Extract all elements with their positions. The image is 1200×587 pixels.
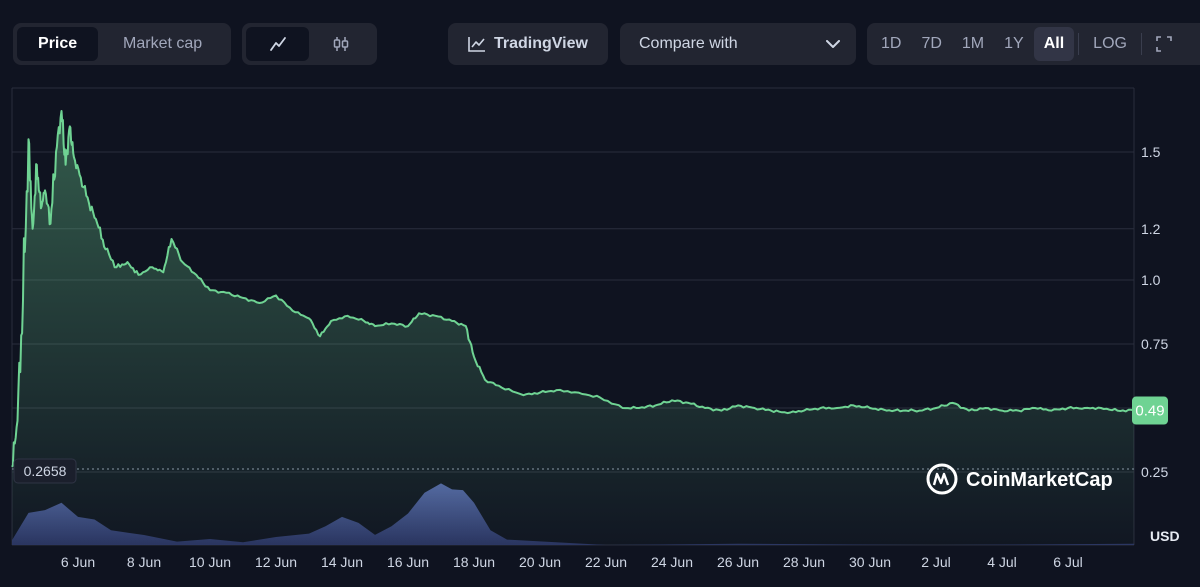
x-tick-label: 14 Jun: [321, 554, 363, 570]
x-tick-label: 6 Jun: [61, 554, 95, 570]
currency-label: USD: [1150, 528, 1180, 544]
y-tick-label: 0.75: [1141, 336, 1168, 352]
x-tick-label: 2 Jul: [921, 554, 951, 570]
x-tick-label: 22 Jun: [585, 554, 627, 570]
range-1m-button[interactable]: 1M: [961, 35, 985, 52]
tradingview-button[interactable]: TradingView: [448, 23, 608, 65]
y-axis: 1.5 1.2 1.0 0.75 0.25: [1141, 144, 1168, 480]
brand-name: CoinMarketCap: [966, 469, 1113, 491]
x-tick-label: 12 Jun: [255, 554, 297, 570]
x-axis: 6 Jun 8 Jun 10 Jun 12 Jun 14 Jun 16 Jun 18 Jun…: [61, 554, 1083, 570]
fullscreen-button[interactable]: [1146, 27, 1182, 61]
coinmarketcap-icon: [926, 463, 958, 495]
compare-with-dropdown[interactable]: Compare with: [620, 23, 856, 65]
range-1y-button[interactable]: 1Y: [1004, 35, 1024, 52]
range-1d-button[interactable]: 1D: [881, 35, 902, 52]
x-tick-label: 16 Jun: [387, 554, 429, 570]
x-tick-label: 6 Jul: [1053, 554, 1083, 570]
candlestick-chart-button[interactable]: [309, 27, 372, 61]
toolbar-divider: [1078, 33, 1080, 55]
log-scale-button[interactable]: LOG: [1093, 35, 1127, 52]
range-all-button[interactable]: All: [1033, 27, 1075, 61]
chart-toolbar: Price Market cap TradingView Compare wit…: [0, 0, 1200, 80]
chart-type-switch: Price Market cap: [13, 23, 231, 65]
line-chart-icon: [269, 37, 286, 51]
tab-market-cap[interactable]: Market cap: [123, 35, 203, 52]
y-tick-label: 0.25: [1141, 464, 1168, 480]
tradingview-label: TradingView: [494, 35, 588, 52]
time-range-switch: 1D 7D 1M 1Y All LOG: [867, 23, 1200, 65]
line-chart-button[interactable]: [246, 27, 309, 61]
current-price-tag: 0.49: [1132, 396, 1168, 425]
x-tick-label: 26 Jun: [717, 554, 759, 570]
y-tick-label: 1.5: [1141, 144, 1161, 160]
y-tick-label: 1.2: [1141, 221, 1161, 237]
watermark-logo: CoinMarketCap: [926, 463, 1113, 495]
current-price-label: 0.49: [1135, 403, 1164, 420]
y-tick-label: 1.0: [1141, 272, 1161, 288]
x-tick-label: 28 Jun: [783, 554, 825, 570]
price-line: [11, 110, 1135, 468]
x-tick-label: 18 Jun: [453, 554, 495, 570]
low-price-tag: 0.2658: [13, 458, 77, 484]
toolbar-divider: [1140, 33, 1142, 55]
low-price-label: 0.2658: [24, 463, 67, 479]
x-tick-label: 30 Jun: [849, 554, 891, 570]
chevron-down-icon: [826, 39, 840, 48]
fullscreen-icon: [1156, 36, 1172, 52]
x-tick-label: 8 Jun: [127, 554, 161, 570]
chart-style-switch: [242, 23, 377, 65]
tab-price[interactable]: Price: [17, 27, 99, 61]
x-tick-label: 24 Jun: [651, 554, 693, 570]
x-tick-label: 4 Jul: [987, 554, 1017, 570]
candlestick-icon: [333, 37, 348, 51]
x-tick-label: 10 Jun: [189, 554, 231, 570]
price-area-fill: [12, 111, 1134, 545]
x-tick-label: 20 Jun: [519, 554, 561, 570]
chart-area-icon: [468, 37, 486, 52]
compare-with-label: Compare with: [639, 35, 738, 52]
range-7d-button[interactable]: 7D: [921, 35, 942, 52]
